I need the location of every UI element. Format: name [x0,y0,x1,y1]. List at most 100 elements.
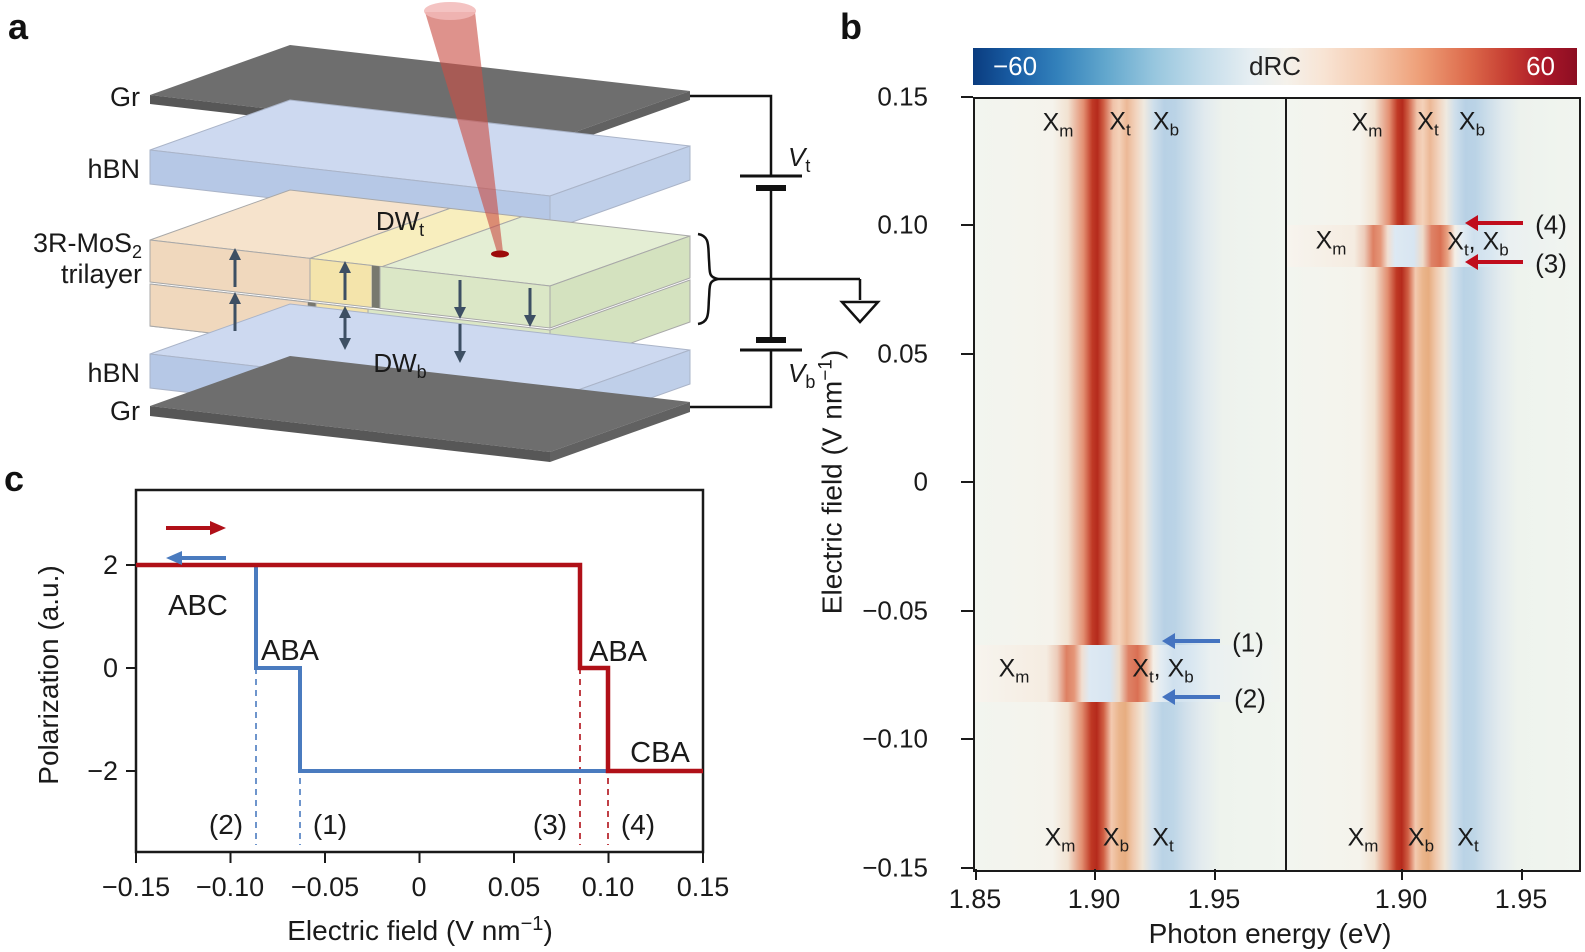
colorbar: −60 dRC 60 [973,48,1577,85]
heatmap-right-top-region [1287,99,1579,225]
arrow-left-icon [1465,254,1523,270]
ground-icon [839,300,881,324]
trilayer-label-line2: trilayer [61,259,142,289]
b-y-title-main: Electric field (V nm [816,380,848,615]
y-tick-label: 0.05 [877,338,928,369]
heatmap-right-bottom-region [1287,267,1579,870]
tick-mark [975,869,977,880]
colorbar-min-label: −60 [993,51,1038,81]
c-x-axis-title: Electric field (V nm−1) [287,913,553,946]
y-tick-label: 2 [103,550,118,580]
b-y-title-sup: −1 [815,359,837,381]
arrow-left-icon [1162,689,1220,705]
colorbar-max-label: 60 [1526,51,1555,81]
arrow-left-icon [1465,215,1523,231]
heatmap-frame [973,97,1581,872]
vb-label: Vb [788,358,815,392]
b-x-axis-title: Photon energy (eV) [1148,918,1392,949]
tick-mark [961,481,973,483]
exciton-label-xm: Xm [998,654,1030,687]
circuit-wires [690,94,862,409]
transition-annotation-4: (4) [1535,209,1567,240]
trilayer-upper-layer [149,189,691,329]
exciton-label-xb: Xb [1102,823,1130,856]
exciton-label-xb: Xb [1407,823,1435,856]
exciton-label-xb: Xb [1458,107,1486,140]
arrow-head [1162,689,1175,705]
heatmap-right-transition-band [1287,225,1579,267]
hbn-top-label: hBN [87,154,140,184]
heatmap-left-transition-band [975,645,1285,702]
heatmap-left-top-region [975,99,1285,645]
transition-annotation-3: (3) [1535,248,1567,279]
arrow-head [1162,633,1175,649]
y-tick-label: −0.10 [862,723,928,754]
legend-forward-arrow-icon [166,521,226,535]
device-schematic: Gr hBN 3R-MoS2 trilayer hBN Gr DWt DWb V… [33,2,881,462]
subpanel-divider [1285,99,1287,870]
tick-mark [1214,869,1216,880]
battery-vb-icon [740,337,802,352]
exciton-label-xt-xb: Xt, Xb [1447,227,1509,260]
x-tick-label: 1.90 [1067,884,1121,914]
c-plot-frame [134,488,705,854]
battery-vt-icon [740,174,802,191]
y-tick-label: 0.15 [877,81,928,112]
transition-label-1: (1) [313,809,347,840]
gr-bottom-label: Gr [110,396,140,426]
trilayer-label-line1: 3R-MoS2 [33,228,142,262]
domain-wall-top-strip [372,265,380,309]
x-tick-label: 0.15 [677,872,730,902]
c-y-ticks [126,564,136,772]
stacking-label-abc: ABC [168,590,228,622]
y-tick-label: −0.05 [862,595,928,626]
tick-mark [1094,869,1096,880]
legend-backward-arrow-icon [166,551,226,565]
laser-beam-icon [424,2,509,258]
laser-spot [491,250,509,258]
exciton-label-xm: Xm [1347,823,1379,856]
tick-mark [961,610,973,612]
b-y-title-close: ) [816,349,848,360]
transition-label-4: (4) [621,809,655,840]
y-tick-label: 0 [913,466,928,497]
tick-mark [961,224,973,226]
transition-annotation-1: (1) [1232,627,1264,658]
y-tick-label: 0 [103,653,118,683]
x-tick-label: 1.85 [948,884,1002,914]
transition-label-2: (2) [209,809,243,840]
b-y-axis-title: Electric field (V nm−1) [815,350,848,614]
stacking-label-aba-right: ABA [589,636,648,668]
arrow-head [1465,215,1478,231]
dw-bottom-label: DWb [373,348,426,382]
exciton-label-xm: Xm [1351,108,1383,141]
exciton-label-xb: Xb [1152,107,1180,140]
tick-mark [961,96,973,98]
forward-sweep-curve [136,562,703,774]
x-tick-label: 1.90 [1374,884,1428,914]
exciton-label-xt: Xt [1457,823,1479,856]
hbn-bottom-label: hBN [87,358,140,388]
stacking-label-aba-left: ABA [261,635,320,667]
trilayer-brace [697,232,719,326]
arrow-head [1465,254,1478,270]
x-tick-label: 0.10 [582,872,635,902]
c-x-ticks [135,852,704,863]
x-tick-label: −0.10 [196,872,264,902]
exciton-label-xt: Xt [1109,107,1131,140]
colorbar-title: dRC [1248,51,1302,81]
panel-a-label: a [8,6,29,47]
y-tick-label: −2 [87,756,118,786]
exciton-label-xt-xb: Xt, Xb [1132,654,1194,687]
tick-mark [961,867,973,869]
vt-label: Vt [788,142,810,176]
polarization-arrows [229,248,536,363]
y-tick-label: −0.15 [862,852,928,883]
tick-mark [961,738,973,740]
exciton-label-xm: Xm [1042,108,1074,141]
tick-mark [1521,869,1523,880]
y-tick-label: 0.10 [877,209,928,240]
exciton-label-xt: Xt [1152,823,1174,856]
panel-c-label: c [4,458,25,499]
tick-mark [961,353,973,355]
